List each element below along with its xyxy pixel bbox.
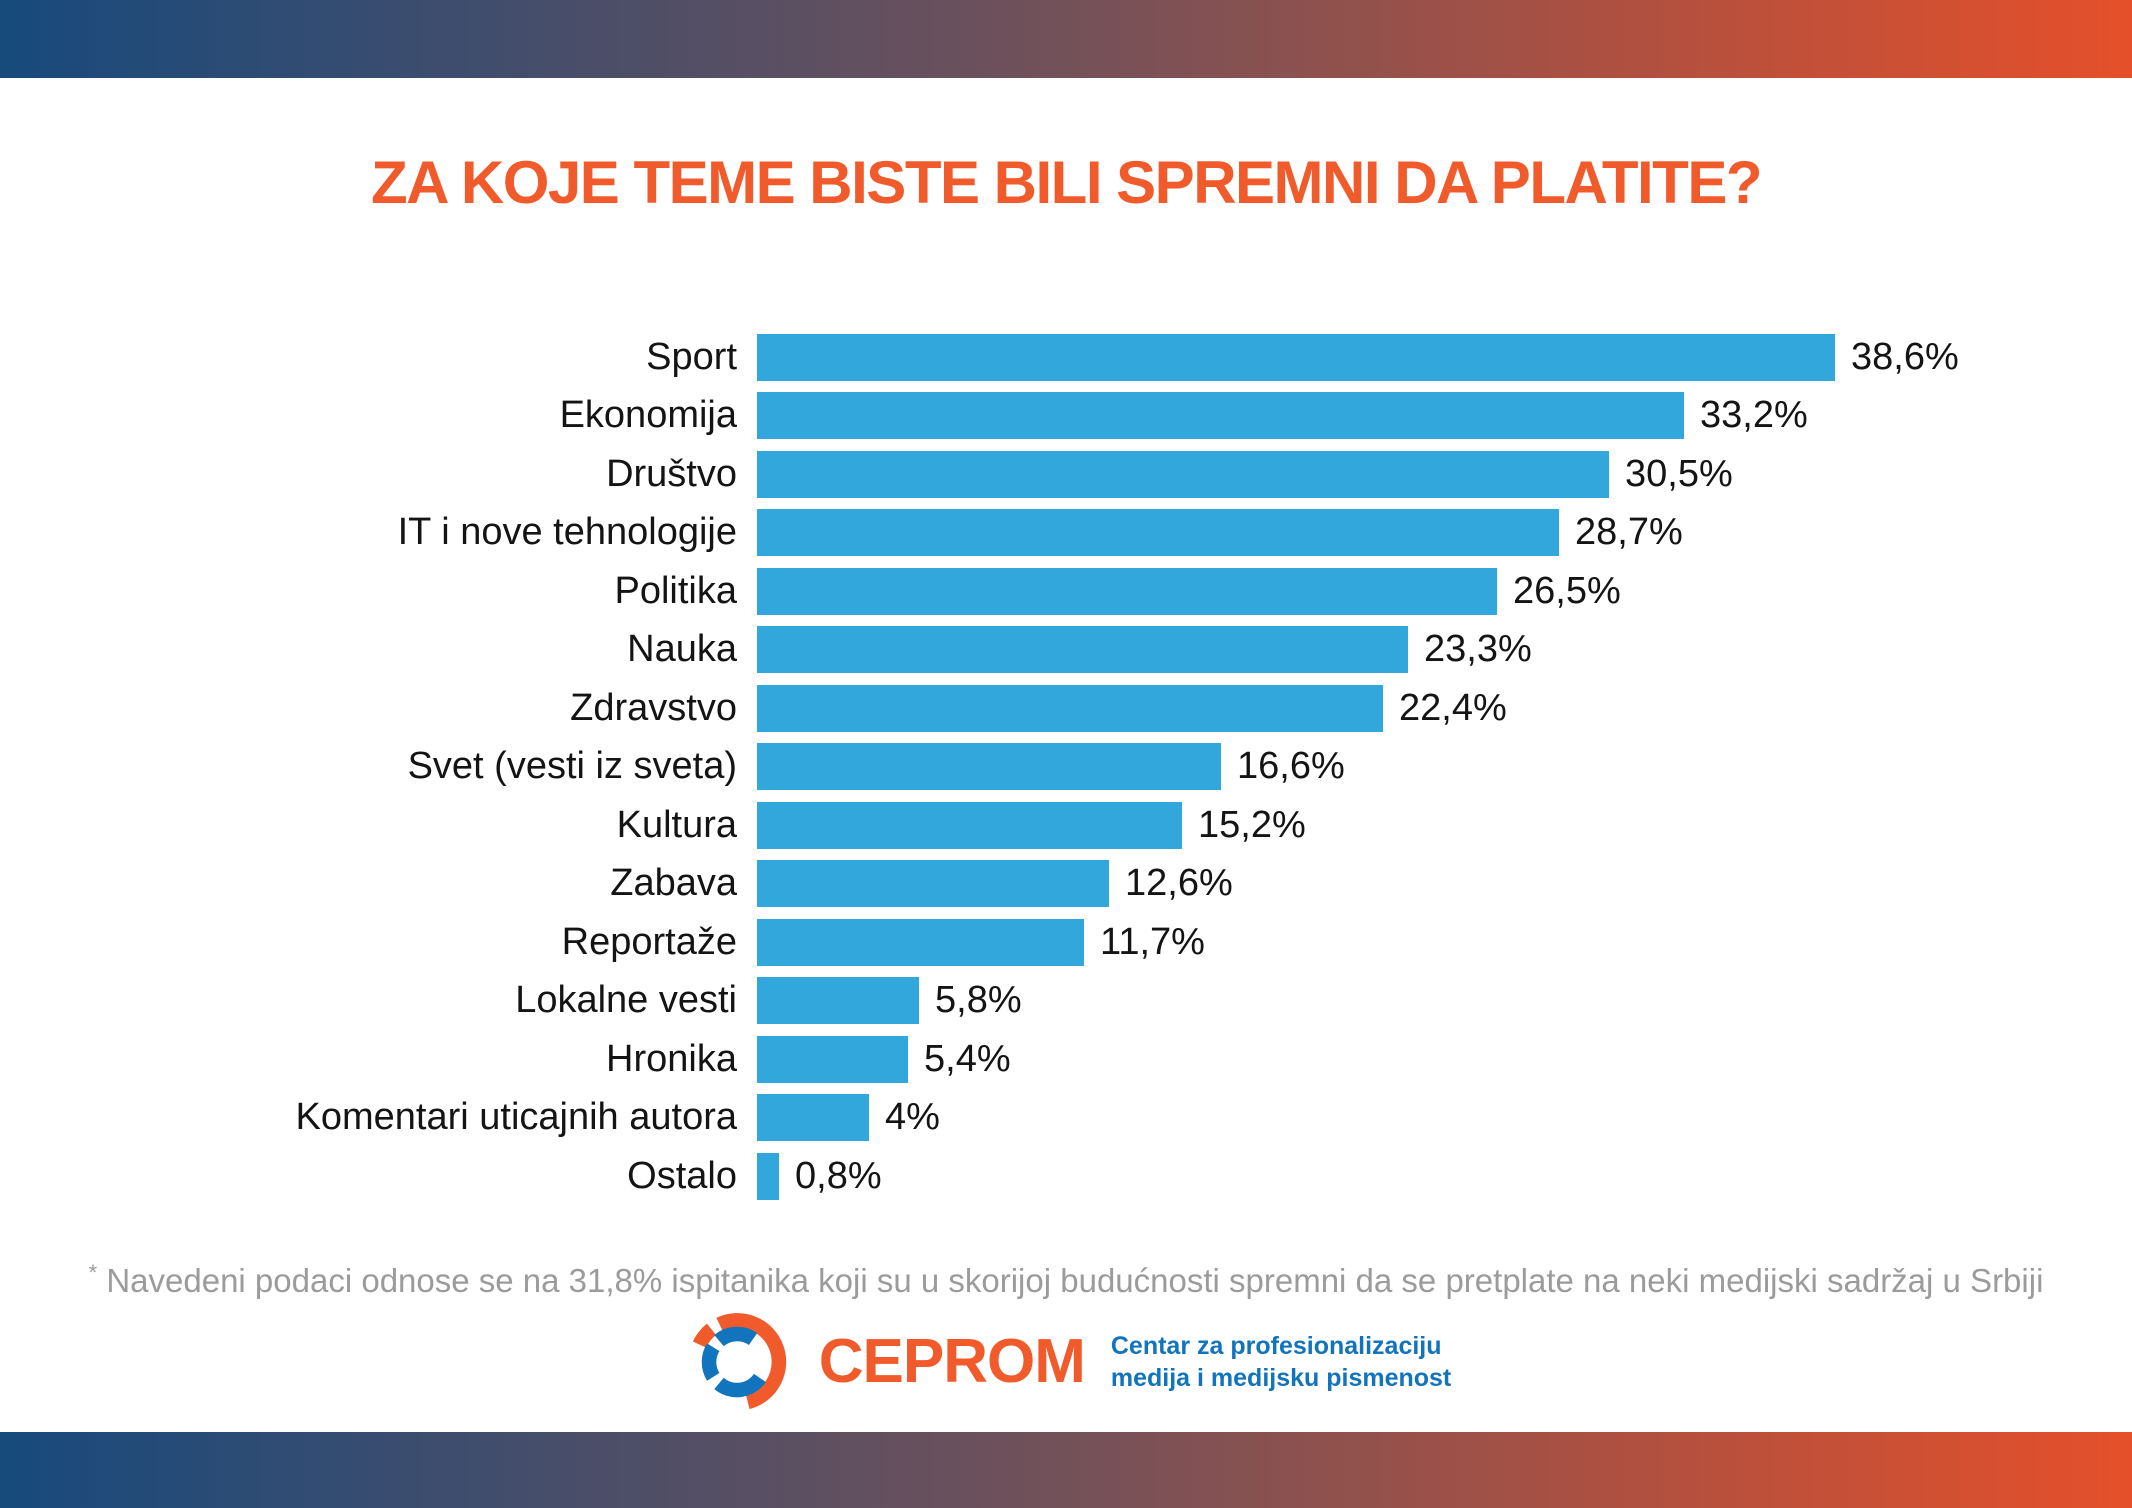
category-label: Svet (vesti iz sveta) [407, 745, 737, 788]
value-label: 5,4% [924, 1037, 1011, 1080]
bar [757, 567, 1497, 615]
chart-row: Društvo 30,5% [0, 445, 2132, 504]
value-label: 12,6% [1125, 862, 1233, 905]
value-label: 4% [885, 1096, 940, 1139]
chart-row: IT i nove tehnologije 28,7% [0, 504, 2132, 563]
value-label: 23,3% [1424, 628, 1532, 671]
value-label: 5,8% [935, 979, 1022, 1022]
value-label: 26,5% [1513, 569, 1621, 612]
value-label: 15,2% [1198, 803, 1306, 846]
chart-row: Komentari uticajnih autora 4% [0, 1089, 2132, 1148]
bar [757, 450, 1609, 498]
chart-row: Zdravstvo 22,4% [0, 679, 2132, 738]
chart-row: Zabava 12,6% [0, 855, 2132, 914]
chart-row: Ekonomija 33,2% [0, 387, 2132, 446]
bar [757, 977, 919, 1025]
value-label: 11,7% [1100, 920, 1205, 963]
chart-row: Lokalne vesti 5,8% [0, 972, 2132, 1031]
bar [757, 333, 1835, 381]
logo-wordmark: CEPROM [818, 1327, 1086, 1396]
value-label: 38,6% [1851, 335, 1959, 378]
category-label: Hronika [606, 1037, 737, 1080]
chart-row: Ostalo 0,8% [0, 1147, 2132, 1206]
category-label: Komentari uticajnih autora [295, 1096, 737, 1139]
bottom-gradient-bar [0, 1432, 2132, 1508]
footnote-text: Navedeni podaci odnose se na 31,8% ispit… [106, 1262, 2044, 1299]
ceprom-logo-icon [692, 1313, 786, 1410]
bar [757, 626, 1408, 674]
bar [757, 392, 1684, 440]
bar [757, 1152, 779, 1200]
bar [757, 743, 1221, 791]
chart-row: Hronika 5,4% [0, 1030, 2132, 1089]
footnote: * Navedeni podaci odnose se na 31,8% isp… [0, 1260, 2132, 1300]
logo-tagline-line1: Centar za profesionalizaciju [1110, 1331, 1442, 1360]
value-label: 33,2% [1700, 394, 1808, 437]
value-label: 30,5% [1625, 452, 1733, 495]
bar [757, 918, 1084, 966]
chart-row: Svet (vesti iz sveta) 16,6% [0, 738, 2132, 797]
logo-tagline: Centar za profesionalizaciju medija i me… [1111, 1330, 1451, 1395]
category-label: Zabava [610, 862, 737, 905]
category-label: Ostalo [627, 1154, 737, 1197]
category-label: IT i nove tehnologije [397, 511, 737, 554]
bar [757, 1035, 908, 1083]
category-label: Politika [614, 569, 738, 612]
logo: CEPROM Centar za profesionalizaciju medi… [0, 1306, 2132, 1418]
category-label: Reportaže [561, 920, 737, 963]
chart-row: Nauka 23,3% [0, 621, 2132, 680]
chart-row: Sport 38,6% [0, 328, 2132, 387]
category-label: Sport [646, 335, 737, 378]
footnote-asterisk: * [88, 1260, 98, 1285]
chart-title: ZA KOJE TEME BISTE BILI SPREMNI DA PLATI… [370, 149, 1763, 216]
chart-row: Kultura 15,2% [0, 796, 2132, 855]
bar [757, 860, 1109, 908]
bar-chart: Sport 38,6% Ekonomija 33,2% Društvo 30,5% IT i… [0, 328, 2132, 1206]
category-label: Kultura [616, 803, 737, 846]
category-label: Nauka [627, 628, 737, 671]
bar [757, 684, 1383, 732]
bar [757, 801, 1182, 849]
logo-tagline-line2: medija i medijsku pismenost [1110, 1364, 1452, 1392]
value-label: 22,4% [1399, 686, 1507, 729]
chart-row: Reportaže 11,7% [0, 913, 2132, 972]
chart-row: Politika 26,5% [0, 562, 2132, 621]
value-label: 28,7% [1575, 511, 1683, 554]
category-label: Ekonomija [559, 394, 737, 437]
bar [757, 509, 1559, 557]
bar [757, 1094, 869, 1142]
category-label: Lokalne vesti [515, 979, 737, 1022]
value-label: 0,8% [795, 1154, 882, 1197]
category-label: Društvo [606, 452, 737, 495]
value-label: 16,6% [1237, 745, 1345, 788]
category-label: Zdravstvo [570, 686, 737, 729]
top-gradient-bar [0, 0, 2132, 78]
